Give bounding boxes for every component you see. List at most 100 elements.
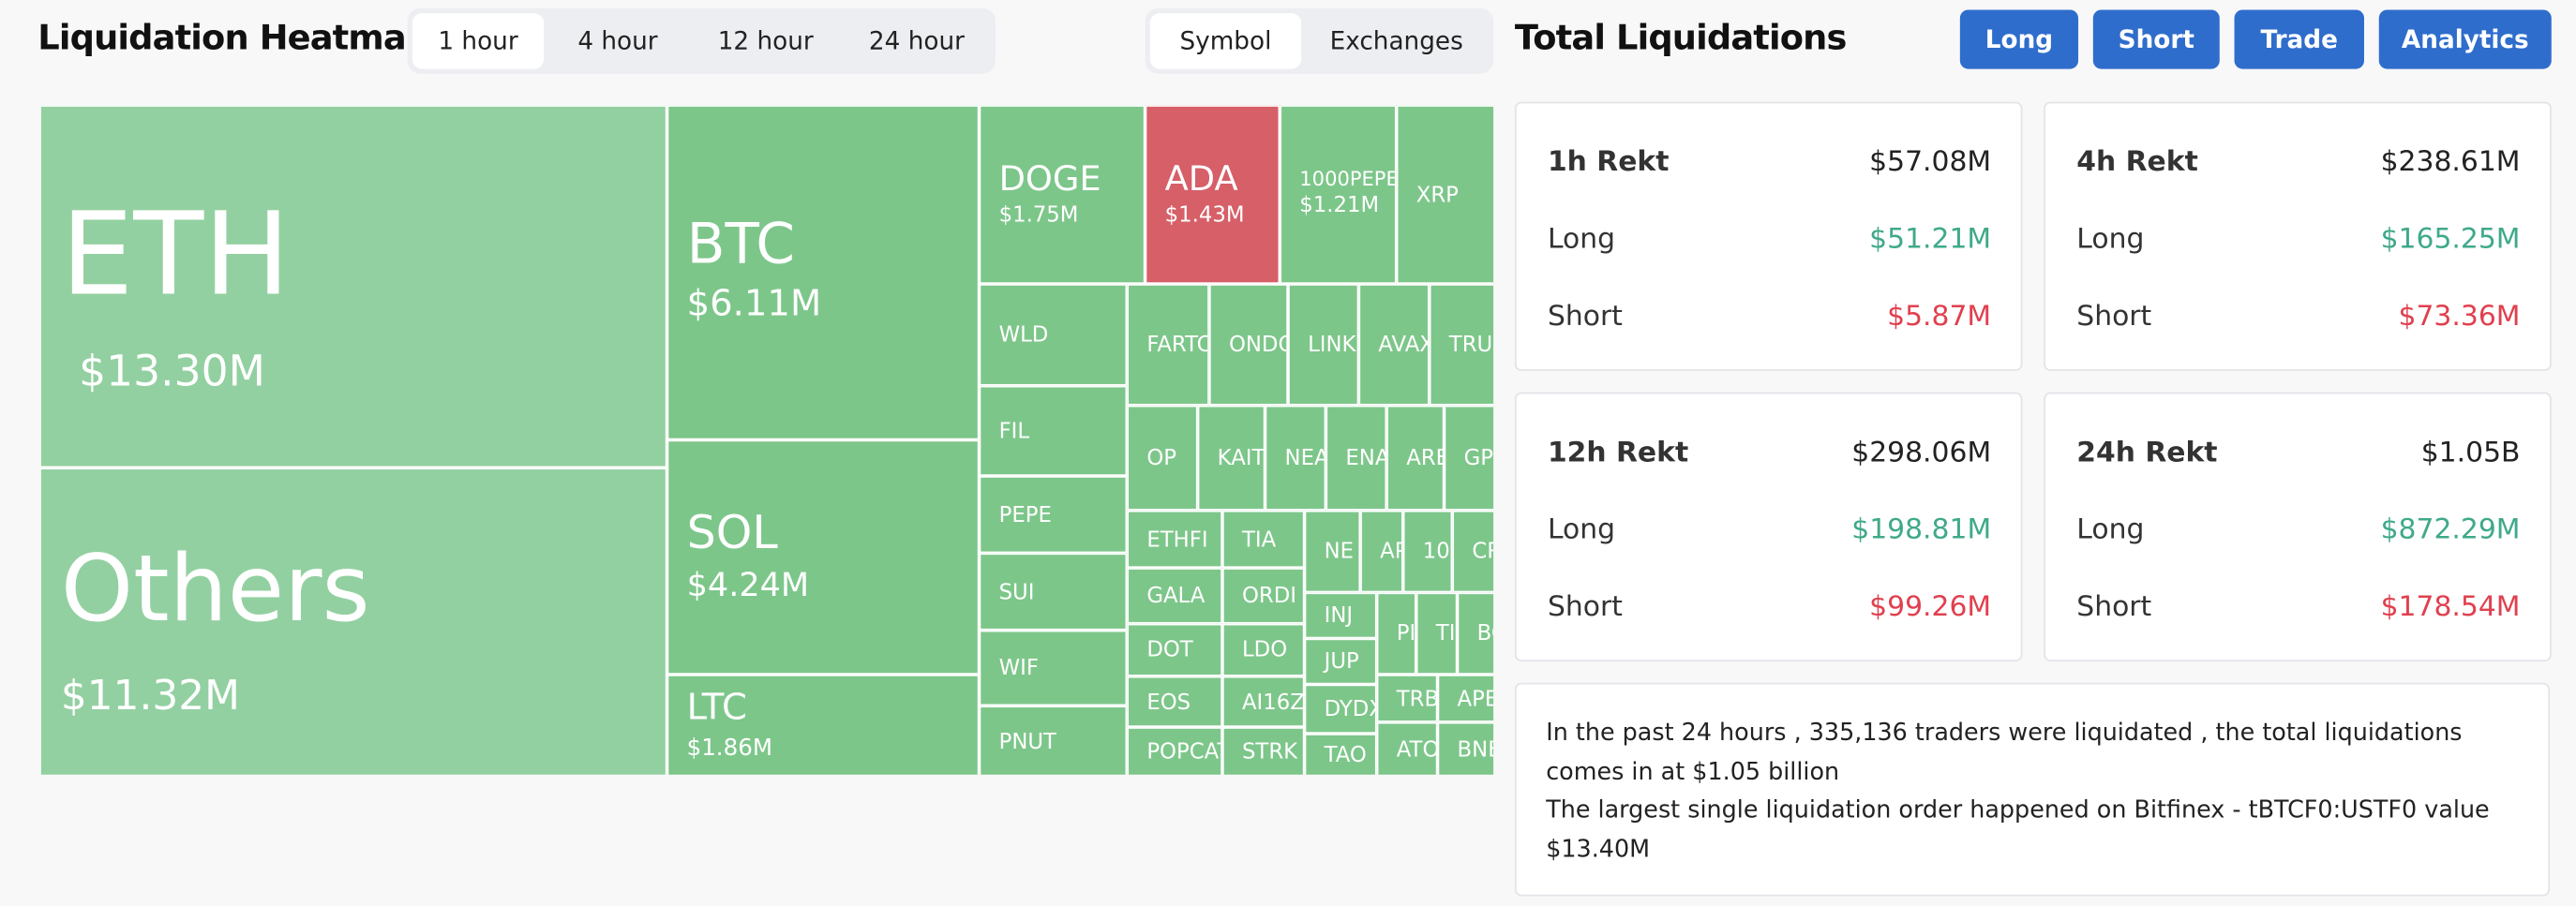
heatmap-tile[interactable]: PNUT	[979, 705, 1128, 775]
tile-label: ENA	[1345, 446, 1387, 472]
tile-label: BO	[1476, 622, 1494, 647]
heatmap-tile[interactable]: POPCAT	[1127, 727, 1222, 775]
action-button[interactable]: Short	[2092, 9, 2220, 69]
heatmap-tile[interactable]: INJ	[1304, 592, 1377, 639]
heatmap-tile[interactable]: FIL	[979, 385, 1128, 477]
heatmap-tile[interactable]: 1000PEPE $1.21M	[1280, 105, 1397, 285]
heatmap-tile[interactable]: SUI	[979, 553, 1128, 631]
heatmap-tile[interactable]: NEAR	[1265, 405, 1326, 511]
tile-label: DYDX	[1324, 697, 1375, 723]
heatmap-tile[interactable]: AVAX	[1358, 284, 1430, 406]
heatmap-tile[interactable]: LINK	[1288, 284, 1359, 406]
tile-label: DOT	[1146, 638, 1193, 664]
heatmap-tile[interactable]: Others $11.32M	[39, 468, 667, 775]
heatmap-tile[interactable]: JUP	[1304, 638, 1377, 685]
tile-label: 1000PEPE	[1299, 167, 1397, 191]
card-total: $298.06M	[1851, 436, 1992, 470]
tile-label: SOL	[686, 505, 778, 559]
heatmap-tile[interactable]: ENA	[1325, 405, 1387, 511]
stat-card: 4h Rekt $238.61M Long $165.25M Short $73.36M	[2044, 101, 2552, 371]
heatmap-tile[interactable]: APE	[1437, 674, 1494, 722]
action-button[interactable]: Trade	[2234, 9, 2364, 69]
heatmap-tile[interactable]: OP	[1127, 405, 1198, 511]
tile-label: EOS	[1146, 690, 1191, 716]
heatmap-tile[interactable]: ORDI	[1221, 568, 1305, 624]
tile-label: LINK	[1308, 333, 1356, 359]
tile-label: TRUMP	[1448, 333, 1493, 359]
row-label: Long	[1547, 223, 1616, 257]
heatmap-tile[interactable]: DOT	[1127, 623, 1222, 676]
row-value: $872.29M	[2380, 513, 2521, 547]
row-value: $99.26M	[1869, 590, 1992, 624]
heatmap-tile[interactable]: TRB	[1376, 674, 1438, 722]
tile-label: AI16Z	[1241, 690, 1305, 716]
heatmap-tile[interactable]: ONDO	[1208, 284, 1289, 406]
heatmap: ETH $13.30M Others $11.32M BTC $6.11M SOL $4.24…	[39, 105, 1494, 775]
heatmap-tile[interactable]: LTC $1.86M	[666, 674, 980, 775]
tile-label: BNB	[1457, 737, 1494, 764]
time-tab[interactable]: 1 hour	[412, 13, 545, 69]
heatmap-tile[interactable]: LDO	[1221, 623, 1305, 676]
heatmap-tile[interactable]: DYDX	[1304, 684, 1377, 735]
heatmap-tile[interactable]: AP	[1360, 510, 1403, 593]
heatmap-tile[interactable]: GPS	[1444, 405, 1494, 511]
heatmap-tile[interactable]: STRK	[1221, 727, 1305, 775]
tile-label: XRP	[1415, 183, 1459, 208]
tile-label: PNUT	[998, 730, 1056, 755]
heatmap-tile[interactable]: CR	[1452, 510, 1494, 593]
heatmap-tile[interactable]: ATO	[1376, 721, 1438, 775]
heatmap-tile[interactable]: BNB	[1437, 721, 1494, 775]
row-value: $165.25M	[2380, 223, 2521, 257]
heatmap-tile[interactable]: BO	[1457, 592, 1494, 675]
row-value: $73.36M	[2398, 300, 2521, 334]
time-tab[interactable]: 4 hour	[577, 26, 658, 56]
heatmap-tile[interactable]: TI	[1415, 592, 1458, 675]
tile-value: $1.86M	[686, 735, 773, 762]
tile-label: JUP	[1324, 650, 1359, 676]
tile-label: LTC	[686, 687, 747, 729]
tile-value: $1.43M	[1164, 202, 1245, 228]
heatmap-tile[interactable]: TRUMP	[1429, 284, 1494, 406]
tile-label: LDO	[1241, 638, 1288, 664]
row-value: $5.87M	[1887, 300, 1992, 334]
heatmap-tile[interactable]: XRP	[1396, 105, 1494, 285]
heatmap-tile[interactable]: GALA	[1127, 568, 1222, 624]
heatmap-tile[interactable]: ETH $13.30M	[39, 105, 667, 468]
time-tab[interactable]: 12 hour	[717, 26, 814, 56]
heatmap-tile[interactable]: ARB	[1386, 405, 1445, 511]
heatmap-tile[interactable]: PI	[1376, 592, 1416, 675]
stat-card: 24h Rekt $1.05B Long $872.29M Short $178.54M	[2044, 392, 2552, 661]
view-tab[interactable]: Exchanges	[1329, 26, 1463, 56]
heatmap-tile[interactable]: FARTCOIN	[1127, 284, 1209, 406]
info-line: In the past 24 hours , 335,136 traders w…	[1546, 720, 2463, 786]
heatmap-tile[interactable]: BTC $6.11M	[666, 105, 980, 440]
tile-label: 10(	[1422, 540, 1451, 565]
heatmap-tile[interactable]: KAITO	[1197, 405, 1266, 511]
heatmap-tile[interactable]: TIA	[1221, 510, 1305, 569]
view-tab[interactable]: Symbol	[1149, 13, 1302, 69]
tile-label: PI	[1396, 622, 1416, 647]
row-label: Long	[2076, 223, 2145, 257]
card-row: 4h Rekt $238.61M	[2076, 146, 2520, 186]
heatmap-tile[interactable]: PEPE	[979, 476, 1128, 554]
time-tab[interactable]: 24 hour	[868, 26, 965, 56]
heatmap-tile[interactable]: ETHFI	[1127, 510, 1222, 569]
tile-label: TAO	[1324, 743, 1367, 769]
heatmap-tile[interactable]: TAO	[1304, 734, 1377, 775]
card-title: 12h Rekt	[1547, 436, 1689, 470]
row-label: Long	[2076, 513, 2145, 547]
tile-label: ARB	[1406, 446, 1443, 472]
heatmap-tile[interactable]: 10(	[1402, 510, 1453, 593]
heatmap-tile[interactable]: DOGE $1.75M	[979, 105, 1146, 285]
heatmap-tile[interactable]: EOS	[1127, 676, 1222, 728]
heatmap-tile[interactable]: ADA $1.43M	[1145, 105, 1281, 285]
heatmap-tile[interactable]: NE	[1304, 510, 1361, 593]
heatmap-tile[interactable]: AI16Z	[1221, 676, 1305, 728]
heatmap-tile[interactable]: WLD	[979, 284, 1128, 386]
heatmap-tile[interactable]: SOL $4.24M	[666, 439, 980, 675]
heatmap-tile[interactable]: WIF	[979, 630, 1128, 706]
view-tabs: Symbol Exchanges	[1145, 7, 1494, 74]
action-button[interactable]: Analytics	[2378, 9, 2552, 69]
action-button[interactable]: Long	[1959, 9, 2079, 69]
